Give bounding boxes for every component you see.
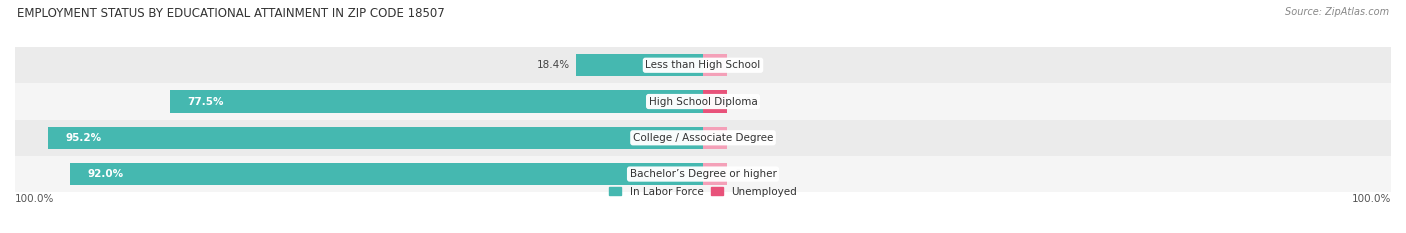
- Bar: [576, 54, 703, 76]
- Text: 18.4%: 18.4%: [537, 60, 569, 70]
- Text: 100.0%: 100.0%: [15, 194, 55, 204]
- Bar: [170, 90, 703, 113]
- Text: 0.0%: 0.0%: [734, 169, 761, 179]
- Text: 100.0%: 100.0%: [1351, 194, 1391, 204]
- Bar: [703, 127, 727, 149]
- Bar: [703, 163, 727, 185]
- Bar: [15, 47, 1391, 83]
- Bar: [15, 83, 1391, 120]
- Text: 0.0%: 0.0%: [734, 133, 761, 143]
- Bar: [70, 163, 703, 185]
- Text: 92.0%: 92.0%: [87, 169, 124, 179]
- Text: 77.5%: 77.5%: [187, 96, 224, 106]
- Text: High School Diploma: High School Diploma: [648, 96, 758, 106]
- Bar: [15, 156, 1391, 192]
- Text: Less than High School: Less than High School: [645, 60, 761, 70]
- Bar: [48, 127, 703, 149]
- Bar: [703, 54, 727, 76]
- Text: Source: ZipAtlas.com: Source: ZipAtlas.com: [1285, 7, 1389, 17]
- Text: College / Associate Degree: College / Associate Degree: [633, 133, 773, 143]
- Bar: [703, 90, 727, 113]
- Text: 95.2%: 95.2%: [65, 133, 101, 143]
- Text: 0.0%: 0.0%: [734, 60, 761, 70]
- Text: EMPLOYMENT STATUS BY EDUCATIONAL ATTAINMENT IN ZIP CODE 18507: EMPLOYMENT STATUS BY EDUCATIONAL ATTAINM…: [17, 7, 444, 20]
- Text: 0.6%: 0.6%: [734, 96, 761, 106]
- Bar: [15, 120, 1391, 156]
- Text: Bachelor’s Degree or higher: Bachelor’s Degree or higher: [630, 169, 776, 179]
- Legend: In Labor Force, Unemployed: In Labor Force, Unemployed: [605, 182, 801, 201]
